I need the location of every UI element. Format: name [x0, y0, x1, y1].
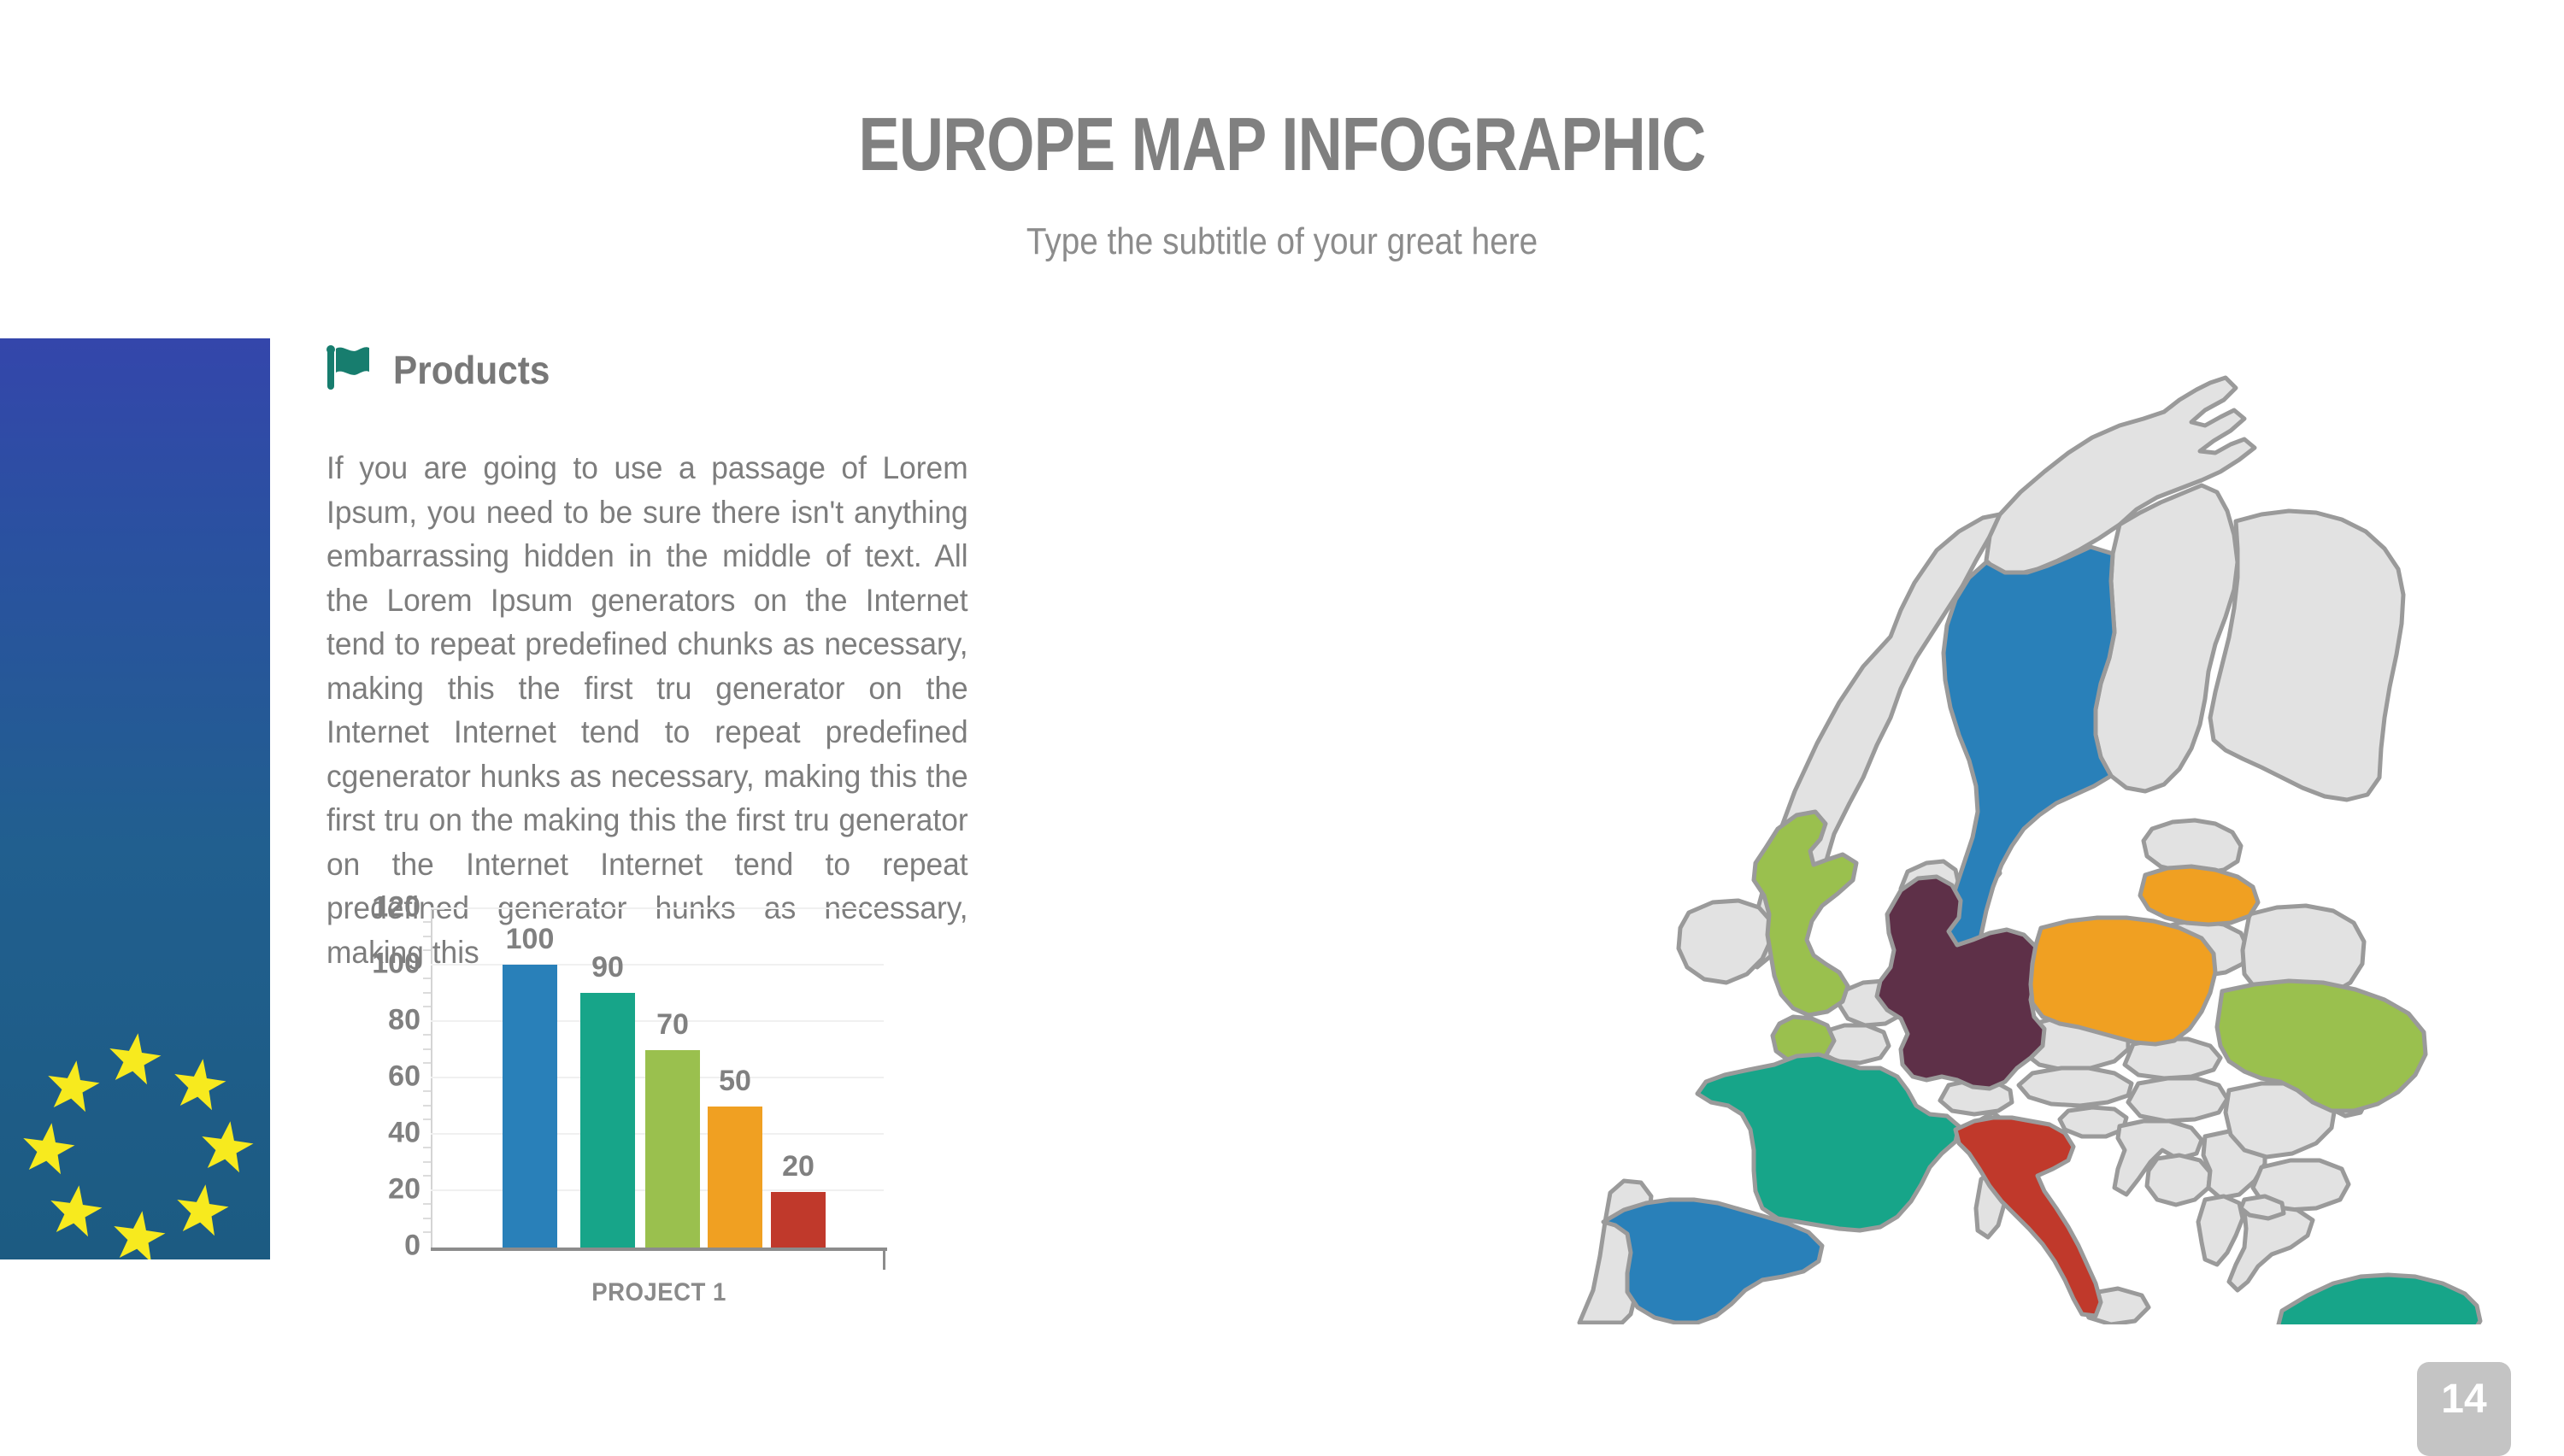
eu-star-7: [19, 1119, 78, 1176]
map-country-ukraine[interactable]: [2214, 978, 2428, 1113]
flag-icon: [325, 343, 374, 396]
x-axis-title: PROJECT 1: [591, 1278, 726, 1306]
map-country-turkey[interactable]: [2276, 1272, 2483, 1324]
minor-tick: [423, 1231, 431, 1233]
bar-value-label: 70: [656, 1007, 689, 1041]
map-country-spain[interactable]: [1601, 1197, 1825, 1324]
y-tick-0: 0: [404, 1229, 420, 1262]
map-country-greece[interactable]: [2226, 1204, 2315, 1293]
x-axis-line: [431, 1248, 887, 1251]
page-number-badge: 14: [2417, 1362, 2511, 1456]
map-country-latvia[interactable]: [2138, 864, 2261, 927]
map-country-croatia[interactable]: [2112, 1118, 2204, 1197]
minor-tick: [423, 1161, 431, 1163]
eu-star-5: [109, 1207, 168, 1259]
map-country-ireland[interactable]: [1676, 898, 1773, 985]
x-axis-end-tick: [883, 1249, 885, 1270]
minor-tick: [423, 949, 431, 951]
y-tick-80: 80: [388, 1003, 420, 1036]
eu-star-4: [173, 1181, 232, 1237]
minor-tick: [423, 1090, 431, 1092]
map-country-italy[interactable]: [1953, 1115, 2103, 1318]
map-country-belarus[interactable]: [2240, 903, 2367, 1002]
bar-series-3[interactable]: 70: [645, 1008, 700, 1249]
eu-star-1: [105, 1030, 164, 1086]
bar-series-4[interactable]: 50: [708, 1065, 762, 1249]
minor-tick: [423, 1175, 431, 1177]
products-title: Products: [393, 347, 550, 392]
map-country-montenegro-albania[interactable]: [2196, 1194, 2245, 1267]
eu-star-8: [44, 1057, 103, 1113]
map-country-estonia[interactable]: [2141, 818, 2244, 876]
chart-plot-area: 100 90 70 50 20: [423, 907, 887, 1270]
eu-star-3: [197, 1118, 256, 1174]
map-country-united-kingdom[interactable]: [1751, 809, 1859, 1067]
map-country-hungary[interactable]: [2126, 1076, 2230, 1124]
y-tick-100: 100: [372, 947, 420, 980]
minor-tick: [423, 1105, 431, 1107]
map-country-north-macedonia[interactable]: [2238, 1194, 2286, 1221]
minor-tick: [423, 978, 431, 979]
y-tick-60: 60: [388, 1060, 420, 1093]
eu-star-ring: [19, 1030, 256, 1259]
map-country-france[interactable]: [1695, 1052, 1961, 1233]
bar-value-label: 50: [719, 1065, 751, 1098]
bar-series-2[interactable]: 90: [580, 951, 635, 1249]
eu-star-2: [170, 1055, 229, 1112]
minor-tick: [423, 992, 431, 994]
page-title: EUROPE MAP INFOGRAPHIC: [858, 102, 1707, 186]
minor-tick: [423, 1062, 431, 1064]
bar-value-label: 100: [505, 922, 555, 955]
eu-stars-group: [19, 1030, 256, 1259]
eu-star-6: [46, 1182, 105, 1238]
eu-flag-panel: [0, 338, 270, 1259]
gridline-120: [431, 907, 884, 909]
gridline-100: [431, 964, 884, 966]
bar-series-5[interactable]: 20: [771, 1150, 826, 1249]
map-country-austria[interactable]: [2016, 1066, 2134, 1108]
y-axis-line: [431, 907, 432, 1249]
minor-tick: [423, 921, 431, 923]
y-axis-tick-labels: 120 100 80 60 40 20 0: [325, 891, 420, 1262]
minor-tick: [423, 1203, 431, 1205]
products-body-text: If you are going to use a passage of Lor…: [326, 450, 968, 970]
products-bar-chart: 120 100 80 60 40 20 0 100: [325, 891, 1009, 1306]
y-tick-40: 40: [388, 1116, 420, 1149]
minor-tick: [423, 1147, 431, 1148]
map-country-poland[interactable]: [2028, 915, 2218, 1047]
map-country-slovenia[interactable]: [2057, 1105, 2129, 1139]
bar-value-label: 20: [782, 1150, 814, 1183]
bar-value-label: 90: [591, 951, 624, 983]
y-tick-120: 120: [372, 890, 420, 924]
map-country-bosnia[interactable]: [2144, 1153, 2213, 1207]
map-country-finland[interactable]: [2093, 483, 2240, 794]
products-section-header: Products: [325, 343, 1009, 396]
y-tick-20: 20: [388, 1172, 420, 1206]
gridline-80: [431, 1020, 884, 1022]
europe-map: [1577, 375, 2483, 1324]
minor-tick: [423, 936, 431, 937]
minor-tick: [423, 1048, 431, 1050]
page-subtitle: Type the subtitle of your great here: [1026, 220, 1538, 262]
map-country-russia-nw[interactable]: [2208, 508, 2406, 802]
bar-series-1[interactable]: 100: [503, 923, 557, 1249]
minor-tick: [423, 1006, 431, 1007]
minor-tick: [423, 1118, 431, 1120]
map-country-germany[interactable]: [1874, 874, 2047, 1091]
minor-tick: [423, 1218, 431, 1219]
minor-tick: [423, 1034, 431, 1036]
